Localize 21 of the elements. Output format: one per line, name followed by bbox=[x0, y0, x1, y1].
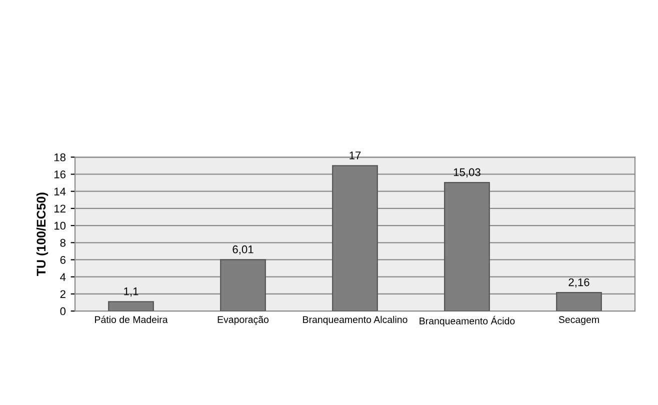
data-label: 17 bbox=[350, 152, 361, 160]
data-label: 1,1 bbox=[124, 288, 138, 297]
x-tick-label: Secagem bbox=[558, 316, 599, 325]
x-tick-label: Branqueamento Alcalino bbox=[303, 316, 408, 325]
data-label: 15,03 bbox=[454, 168, 480, 178]
y-tick-label: 8 bbox=[60, 238, 66, 247]
data-label: 6,01 bbox=[232, 245, 254, 255]
x-tick-label: Pátio de Madeira bbox=[95, 316, 168, 324]
y-tick-label: 16 bbox=[54, 170, 66, 178]
y-tick-label: 4 bbox=[60, 273, 66, 281]
x-tick-label: Evaporação bbox=[218, 316, 269, 325]
y-axis-title: TU (100/EC50) bbox=[36, 192, 48, 276]
data-label: 2,16 bbox=[568, 278, 590, 288]
y-tick-label: 12 bbox=[54, 204, 66, 212]
x-tick-label: Branqueamento Ácido bbox=[420, 316, 515, 326]
y-tick-label: 6 bbox=[60, 256, 66, 264]
y-tick-label: 2 bbox=[60, 290, 66, 298]
y-tick-label: 14 bbox=[54, 188, 66, 196]
y-tick-label: 10 bbox=[54, 222, 66, 230]
y-tick-label: 18 bbox=[54, 153, 66, 162]
y-tick-label: 0 bbox=[60, 307, 66, 316]
